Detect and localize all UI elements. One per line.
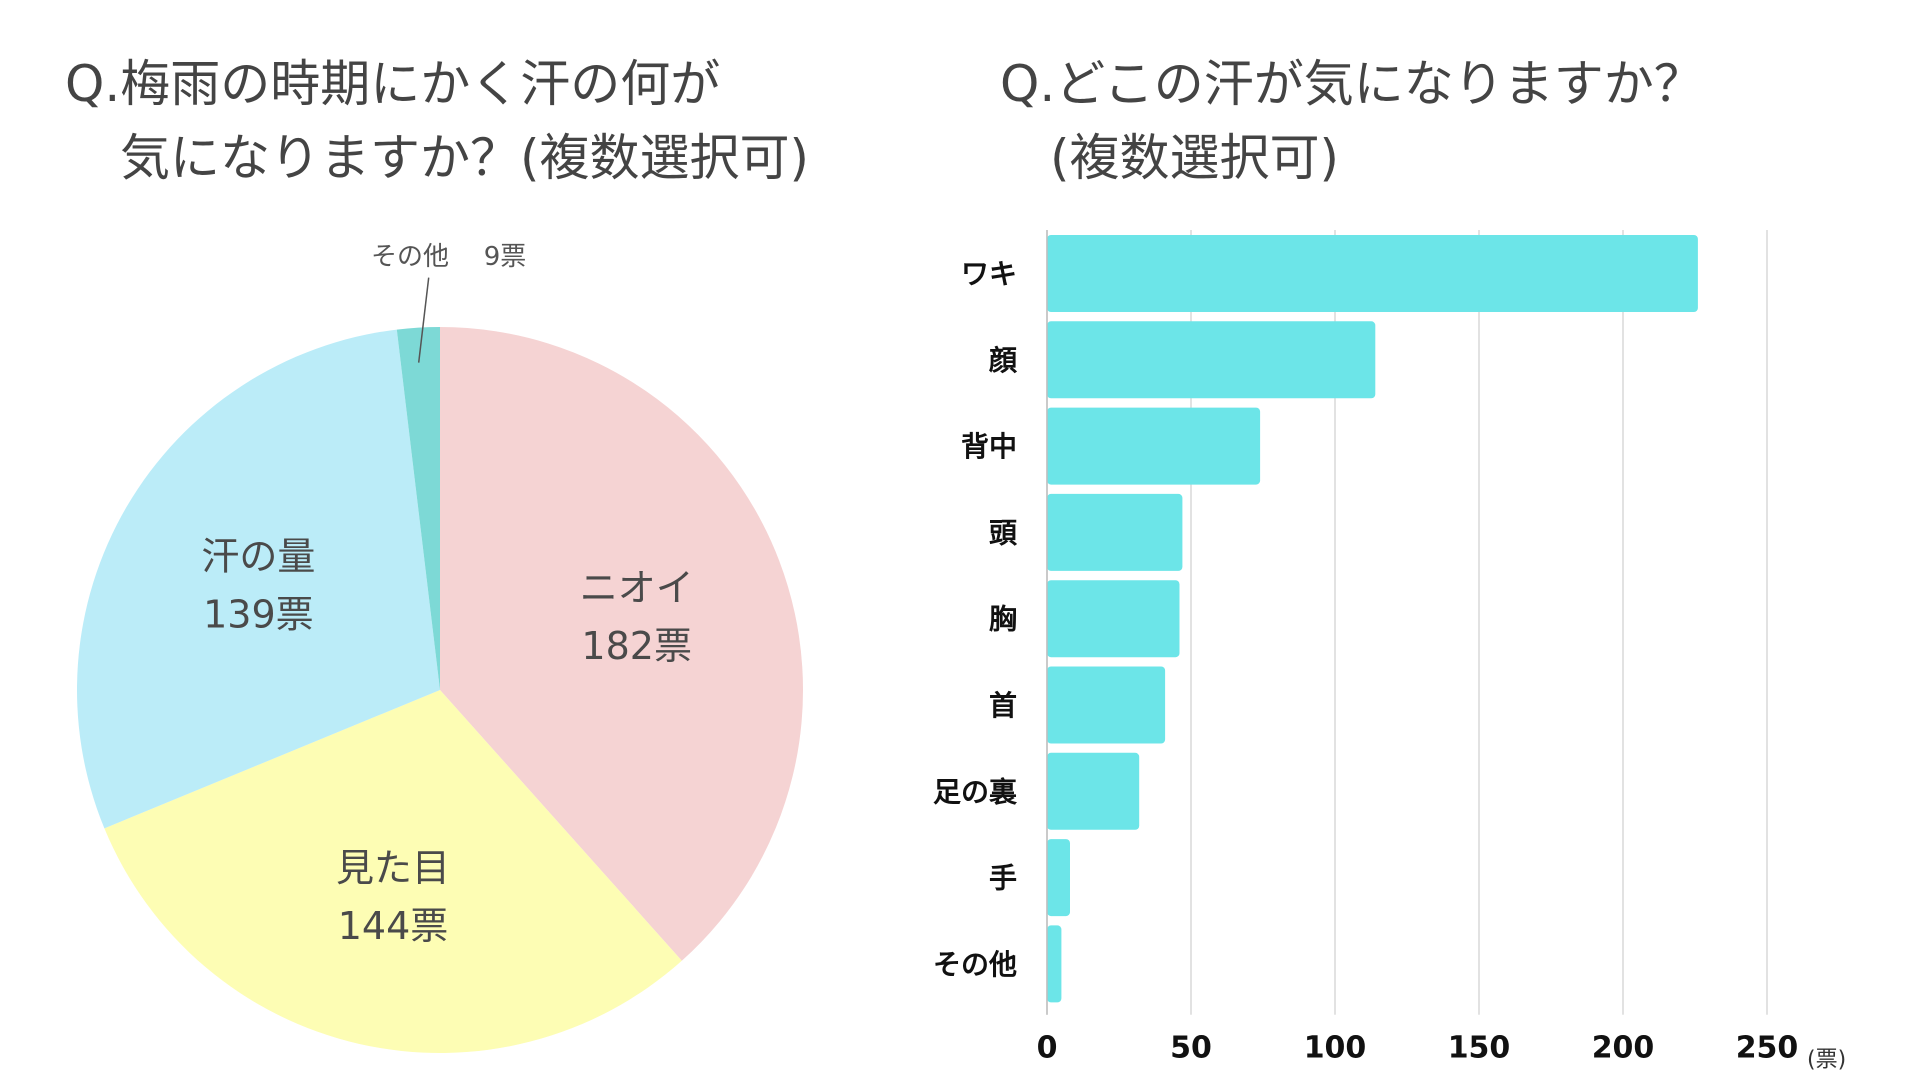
bar-7 bbox=[1047, 839, 1070, 917]
unit-label: (票) bbox=[1807, 1048, 1846, 1073]
pie-value-2: 139票 bbox=[203, 593, 314, 637]
tick-label-4: 200 bbox=[1592, 1031, 1655, 1066]
category-label-4: 胸 bbox=[989, 603, 1017, 636]
tick-label-2: 100 bbox=[1304, 1031, 1367, 1066]
tick-label-5: 250 bbox=[1736, 1031, 1799, 1066]
category-label-2: 背中 bbox=[961, 430, 1017, 463]
bar-title-line2: (複数選択可) bbox=[1050, 129, 1340, 187]
pie-label-1: 見た目 bbox=[336, 846, 450, 890]
bar-2 bbox=[1047, 407, 1261, 485]
pie-title-line2: 気になりますか？(複数選択可) bbox=[120, 129, 810, 187]
pie-value-3: 9票 bbox=[484, 242, 527, 272]
bar-6 bbox=[1047, 752, 1140, 830]
bar-8 bbox=[1047, 925, 1062, 1003]
bar-4 bbox=[1047, 580, 1180, 658]
pie-value-0: 182票 bbox=[581, 624, 692, 668]
bar-0 bbox=[1047, 235, 1698, 312]
pie-slice-0 bbox=[440, 327, 804, 961]
pie-label-2: 汗の量 bbox=[201, 535, 315, 579]
bar-chart-title: Q.どこの汗が気になりますか？ (複数選択可) bbox=[1000, 47, 1704, 195]
tick-label-3: 150 bbox=[1448, 1031, 1511, 1066]
tick-label-1: 50 bbox=[1170, 1031, 1212, 1066]
bar-5 bbox=[1047, 666, 1166, 744]
bar-title-line1: Q.どこの汗が気になりますか？ bbox=[1000, 55, 1704, 113]
category-label-0: ワキ bbox=[961, 258, 1017, 291]
pie-label-0: ニオイ bbox=[580, 566, 694, 610]
bar-3 bbox=[1047, 493, 1183, 571]
pie-leader-line bbox=[417, 277, 430, 363]
pie-title-line1: Q.梅雨の時期にかく汗の何が bbox=[65, 55, 721, 113]
category-label-6: 足の裏 bbox=[933, 775, 1018, 808]
category-label-8: その他 bbox=[933, 948, 1017, 981]
tick-label-0: 0 bbox=[1037, 1031, 1058, 1066]
pie-slice-3 bbox=[396, 327, 440, 690]
category-label-5: 首 bbox=[989, 689, 1017, 722]
category-label-7: 手 bbox=[989, 862, 1017, 895]
bar-1 bbox=[1047, 321, 1376, 399]
pie-value-1: 144票 bbox=[338, 904, 449, 948]
category-label-1: 顔 bbox=[989, 344, 1018, 377]
pie-slice-2 bbox=[76, 329, 440, 829]
category-label-3: 頭 bbox=[989, 516, 1018, 549]
pie-slice-1 bbox=[104, 690, 682, 1054]
pie-label-3: その他 bbox=[371, 242, 449, 272]
pie-chart-title: Q.梅雨の時期にかく汗の何が 気になりますか？(複数選択可) bbox=[65, 47, 809, 195]
